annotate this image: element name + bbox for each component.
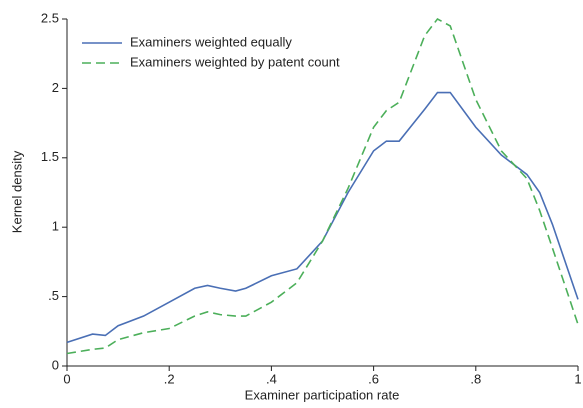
y-tick-label: 2.5 <box>41 10 59 25</box>
y-tick-label: 1.5 <box>41 149 59 164</box>
y-tick-label: .5 <box>48 288 59 303</box>
x-tick-label: .8 <box>470 371 481 386</box>
series-line <box>66 91 579 344</box>
x-tick-label: 1 <box>574 371 581 386</box>
x-tick-label: .4 <box>266 371 277 386</box>
x-tick-label: 0 <box>63 371 70 386</box>
x-axis-label: Examiner participation rate <box>245 387 400 402</box>
x-tick-label: .6 <box>368 371 379 386</box>
x-tick-label: .2 <box>164 371 175 386</box>
y-tick-label: 0 <box>52 357 59 372</box>
series-line <box>66 17 579 355</box>
y-tick-label: 2 <box>52 80 59 95</box>
y-axis-label: Kernel density <box>9 150 24 233</box>
y-tick-label: 1 <box>52 219 59 234</box>
legend-label: Examiners weighted by patent count <box>130 54 340 69</box>
legend-label: Examiners weighted equally <box>130 34 292 49</box>
